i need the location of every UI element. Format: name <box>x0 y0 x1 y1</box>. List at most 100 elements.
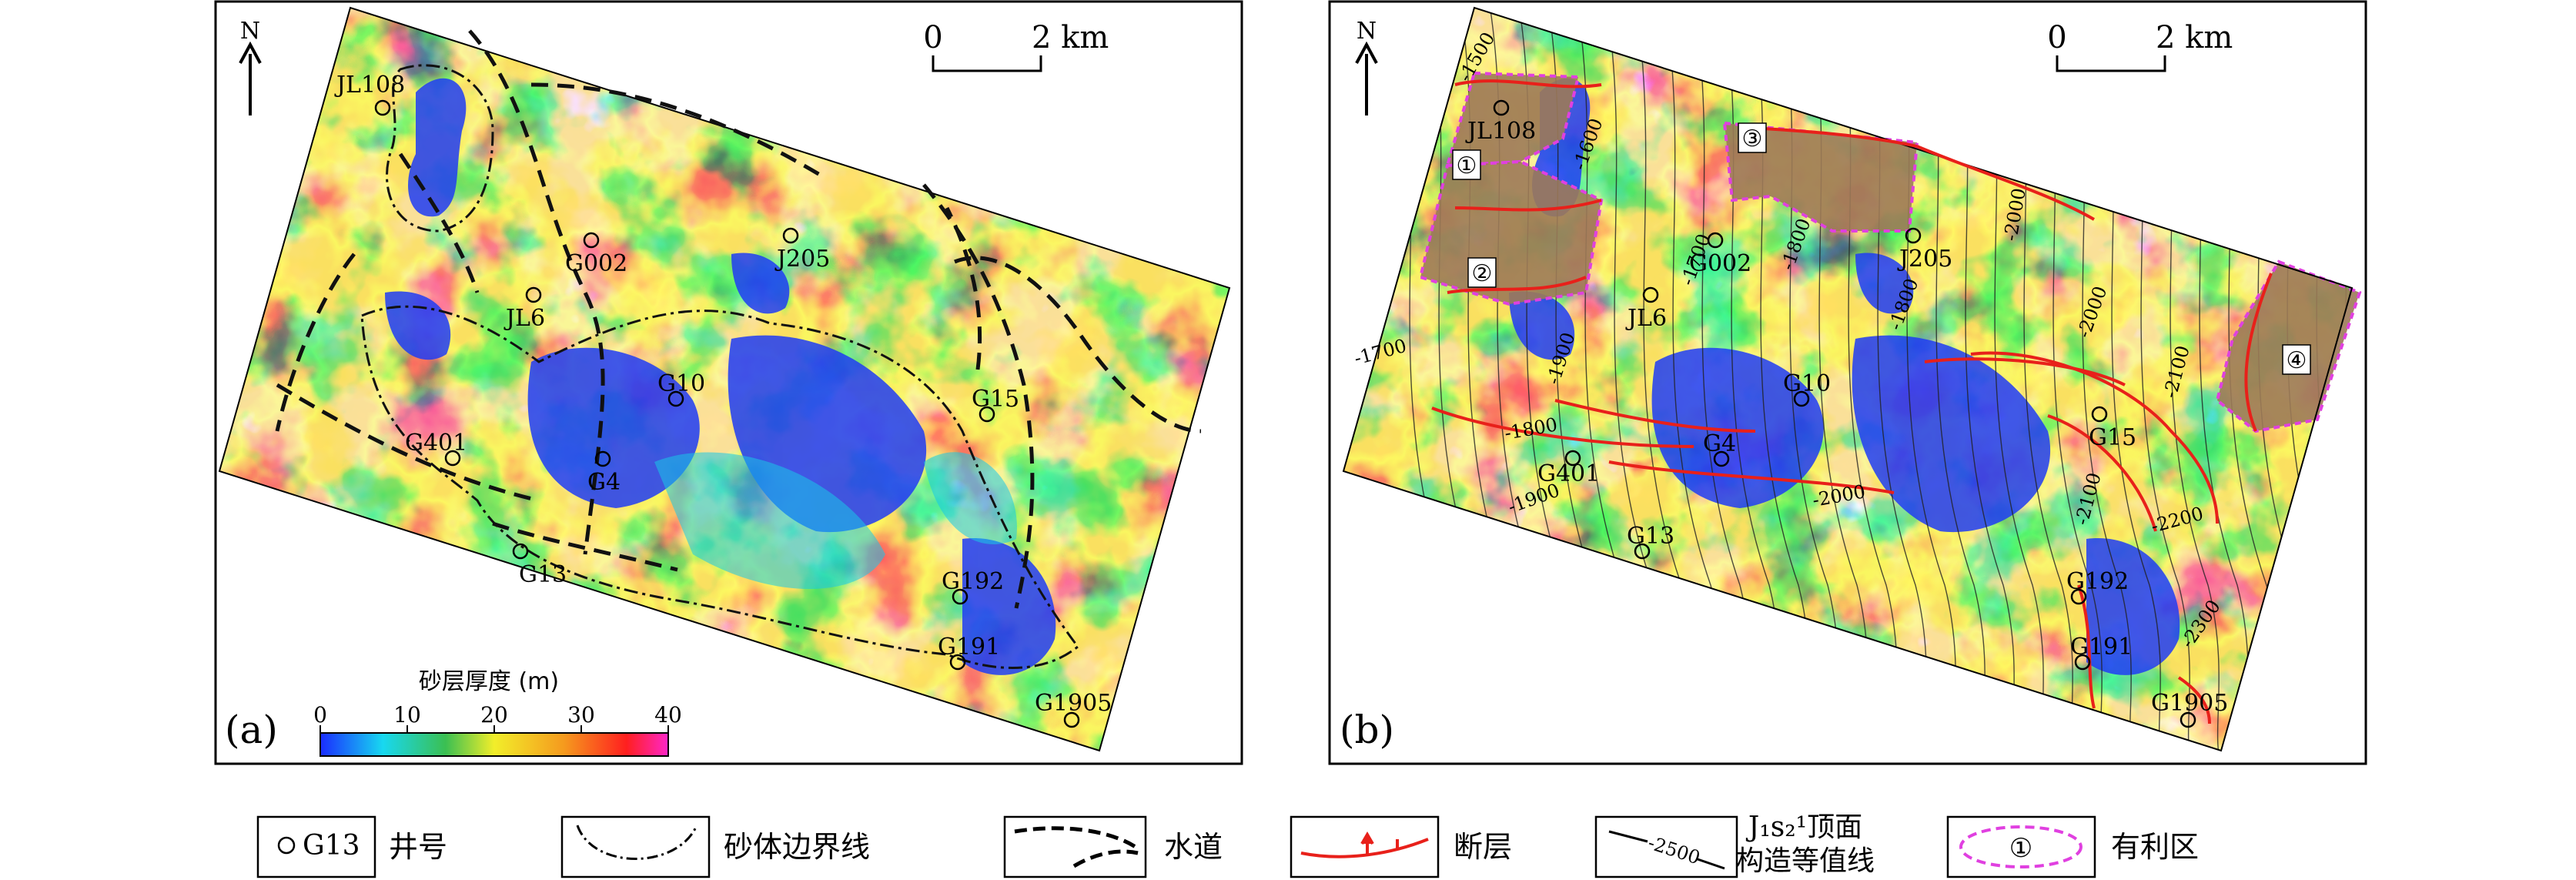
legend-zone-label: 有利区 <box>2111 830 2199 864</box>
favorable-zone-icon <box>1959 825 2083 868</box>
legend-well-label: 井号 <box>389 830 447 864</box>
well-label: J205 <box>774 246 830 273</box>
legend-fault: 断层 <box>1290 815 1512 878</box>
well-marker: G401 <box>1537 450 1600 487</box>
well-icon <box>444 450 461 467</box>
well-marker: J205 <box>1897 227 1952 273</box>
well-marker: JL6 <box>1625 286 1667 332</box>
well-label: J205 <box>1897 246 1952 273</box>
well-marker: G192 <box>2066 568 2129 605</box>
colorbar-a: 砂层厚度 (m) 0 10 20 30 40 <box>313 668 682 757</box>
zone-label: ③ <box>1738 122 1767 153</box>
well-icon <box>1063 711 1080 728</box>
well-icon <box>2074 654 2091 671</box>
well-icon <box>374 99 391 116</box>
zone-label: ② <box>1467 257 1497 288</box>
legend: G13 井号 砂体边界线 水道 断层 <box>256 811 2199 878</box>
colorbar-title: 砂层厚度 (m) <box>419 668 559 695</box>
colorbar-ticks: 0 10 20 30 40 <box>313 702 682 733</box>
well-label: G1905 <box>2151 690 2228 717</box>
legend-fault-label: 断层 <box>1454 830 1512 864</box>
well-icon <box>1634 543 1651 560</box>
wells-a: JL108 G002 J205 JL6 G10 G15 G401 G4 G13 G192 G191 G… <box>334 72 1112 728</box>
well-label: JL108 <box>1465 118 1536 145</box>
svg-text:④: ④ <box>2287 347 2307 374</box>
well-marker: G002 <box>1689 232 1751 277</box>
north-arrow-b: N <box>1355 18 1378 115</box>
scale-end-a: 2 km <box>1032 20 1109 55</box>
well-label: G4 <box>1703 430 1736 457</box>
legend-contour: -2500 J₁s₂¹顶面 构造等值线 <box>1594 811 1875 878</box>
wells-b: JL108 G002 J205 JL6 G10 G4 G401 G13 G15 G192 G191 G… <box>1465 99 2228 728</box>
colorbar-tick-label: 10 <box>393 702 421 728</box>
well-icon <box>979 406 995 423</box>
legend-channel: 水道 <box>1003 815 1223 878</box>
legend-contour-label-2: 构造等值线 <box>1736 845 1875 877</box>
colorbar-tick-label: 0 <box>313 702 327 728</box>
well-marker: G13 <box>512 543 567 588</box>
scale-bar-b: 0 2 km <box>2047 20 2233 72</box>
zone-label: ① <box>1452 149 1481 180</box>
well-icon <box>667 390 684 407</box>
well-marker: G15 <box>972 386 1019 423</box>
well-label: G401 <box>405 430 467 457</box>
zone-labels: ① ② ③ ④ <box>1452 122 2311 375</box>
well-marker: J205 <box>774 227 830 273</box>
well-icon <box>952 588 969 605</box>
colorbar-tick-label: 20 <box>480 702 508 728</box>
well-icon <box>1493 99 1510 116</box>
well-marker: G1905 <box>1035 690 1112 728</box>
well-label: G191 <box>2070 634 2133 661</box>
north-arrow-a: N <box>239 18 262 115</box>
well-label: G13 <box>519 561 567 588</box>
well-label: G1905 <box>1035 690 1112 717</box>
well-label: G15 <box>2089 424 2136 451</box>
legend-sand-boundary: 砂体边界线 <box>560 815 870 878</box>
well-marker: G1905 <box>2151 690 2228 728</box>
well-label: G002 <box>1689 250 1751 277</box>
well-icon <box>2180 711 2196 728</box>
well-icon <box>2091 406 2108 423</box>
well-marker: G191 <box>2070 634 2133 671</box>
contour-line-icon <box>1608 830 1648 843</box>
well-icon <box>1905 227 1922 244</box>
scale-bar-a: 0 2 km <box>923 20 1109 72</box>
colorbar-tick-label: 40 <box>654 702 682 728</box>
well-marker: JL6 <box>503 286 545 332</box>
channel-lines-a <box>275 29 1202 609</box>
legend-well: G13 井号 <box>256 815 447 878</box>
well-icon <box>1642 286 1659 303</box>
scale-start-b: 0 <box>2047 20 2066 55</box>
scale-start-a: 0 <box>923 20 942 55</box>
panel-b-label: (b) <box>1340 708 1394 752</box>
well-symbol-icon <box>277 836 296 855</box>
scale-end-b: 2 km <box>2156 20 2233 55</box>
well-label: G002 <box>565 250 627 277</box>
sand-boundary-a <box>360 64 1080 669</box>
well-label: G10 <box>1783 370 1831 397</box>
well-marker: G191 <box>938 634 1000 671</box>
well-marker: G002 <box>565 232 627 277</box>
well-label: G13 <box>1627 523 1674 550</box>
well-marker: JL108 <box>1465 99 1536 145</box>
channel-line-icon <box>1014 826 1139 868</box>
legend-contour-label-1: J₁s₂¹顶面 <box>1745 811 1862 843</box>
well-icon <box>594 450 611 467</box>
well-label: G191 <box>938 634 1000 661</box>
well-icon <box>782 227 799 244</box>
well-label: JL6 <box>1625 305 1667 332</box>
well-marker: G13 <box>1627 523 1674 560</box>
legend-well-sample: G13 <box>303 830 360 862</box>
north-label-a: N <box>240 18 260 45</box>
well-marker: JL108 <box>334 72 405 116</box>
well-icon <box>512 543 529 560</box>
svg-text:①: ① <box>1457 152 1477 179</box>
well-marker: G401 <box>405 430 467 467</box>
colorbar-gradient <box>319 732 669 757</box>
well-label: G15 <box>972 386 1019 413</box>
well-label: G401 <box>1537 460 1600 487</box>
zone-label: ④ <box>2282 344 2311 375</box>
well-marker: G10 <box>657 370 705 407</box>
panel-a: JL108 G002 J205 JL6 G10 G15 G401 G4 G13 G192 G191 G… <box>214 0 1243 765</box>
well-label: G192 <box>2066 568 2129 595</box>
